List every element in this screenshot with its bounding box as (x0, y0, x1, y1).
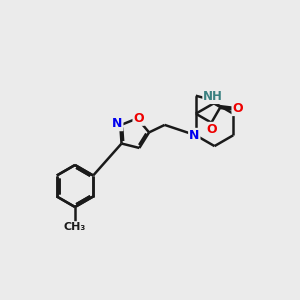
Text: O: O (207, 123, 217, 136)
Text: N: N (112, 117, 122, 130)
Text: CH₃: CH₃ (64, 222, 86, 232)
Text: N: N (189, 129, 200, 142)
Text: O: O (134, 112, 144, 125)
Text: NH: NH (203, 90, 223, 103)
Text: O: O (232, 102, 243, 115)
